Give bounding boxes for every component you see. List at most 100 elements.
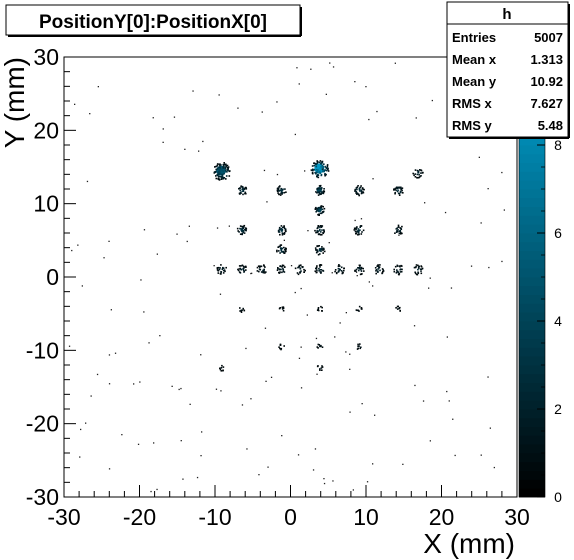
noise-bin [345,312,347,314]
bin [357,267,360,269]
bin [360,192,363,195]
bin [398,232,401,235]
bin [317,347,319,349]
bin [311,172,314,175]
bin [215,165,217,168]
noise-bin [108,468,111,470]
noise-bin [96,373,99,376]
bin [323,170,325,172]
palette-band [519,303,545,313]
bin [320,247,323,250]
bin [397,271,400,274]
bin [315,210,317,213]
bin [413,174,415,177]
noise-bin [402,463,404,465]
bin [320,234,322,236]
bin [243,224,246,227]
bin [318,214,320,216]
noise-bin [328,242,330,244]
bin [222,269,225,272]
bin [422,171,424,174]
bin [244,191,247,194]
title-box: PositionY[0]:PositionX[0] [5,4,302,37]
bin [278,226,281,229]
bin [237,230,239,232]
noise-bin [304,170,306,172]
bin [241,309,243,311]
cluster-34 [356,343,362,350]
bin [360,185,362,187]
bin [358,269,360,272]
bin [245,187,247,189]
cluster-16 [216,264,227,275]
bin [258,270,260,273]
bin [323,207,326,210]
bin [227,167,229,170]
bin [379,264,381,266]
bin [323,250,326,253]
bin [217,172,219,175]
palette-band [519,347,545,357]
bin [223,269,226,271]
bin [338,264,340,266]
noise-bin [219,293,222,295]
bin [320,169,323,171]
bin [322,192,325,195]
noise-bin [431,99,433,102]
noise-bin [246,448,248,450]
bin [284,188,286,190]
bin [417,264,419,267]
bin [315,231,317,234]
noise-bin [294,291,296,294]
bin [316,309,319,311]
bin [356,188,358,191]
bin [282,267,284,270]
bin [322,166,325,168]
bin [398,187,400,189]
bin [322,167,325,169]
noise-bin [200,455,202,457]
bin [237,269,240,272]
bin [280,348,282,351]
bin [321,229,323,231]
bin [418,173,420,176]
noise-bin [424,202,426,204]
bin [227,166,230,168]
bin [317,309,320,312]
noise-bin [261,111,263,113]
noise-bin [121,434,123,436]
bin [225,266,227,269]
bin [394,265,397,268]
bin [320,193,322,195]
bin [315,168,318,171]
bin [302,266,304,268]
bin [220,264,222,266]
plot-frame [63,56,518,498]
noise-bin [345,351,347,353]
bin [284,249,287,251]
stats-name: h [502,6,511,23]
bin [314,229,316,232]
noise-bin [263,169,266,172]
bin [396,186,399,189]
palette-band [519,224,545,234]
bin [316,249,318,251]
bin [239,233,242,235]
bin [313,169,316,171]
bin [279,185,281,187]
palette-band [519,453,545,463]
bin [243,226,245,229]
bin [400,232,402,234]
bin [217,175,220,178]
bin [357,228,360,230]
noise-bin [103,257,105,259]
bin [416,169,419,172]
noise-bin [237,107,239,109]
bin [321,167,323,169]
bin [359,225,362,227]
bin [319,271,322,273]
bin [320,206,323,209]
bin [226,164,229,167]
bin [355,190,358,193]
noise-bin [143,311,145,313]
